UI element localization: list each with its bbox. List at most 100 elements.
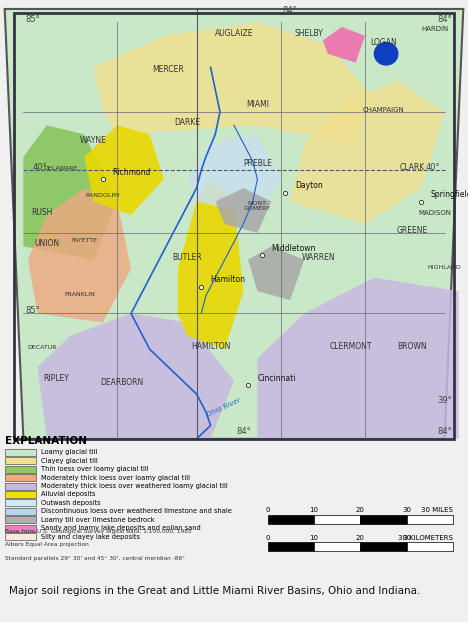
Text: 30: 30	[402, 507, 411, 513]
Text: BROWN: BROWN	[397, 342, 427, 351]
Text: 40°: 40°	[425, 163, 440, 172]
Text: RIPLEY: RIPLEY	[43, 374, 69, 383]
Text: AUGLAIZE: AUGLAIZE	[215, 29, 253, 38]
Text: Moderately thick loess over loamy glacial till: Moderately thick loess over loamy glacia…	[41, 475, 190, 481]
Text: WAYNE: WAYNE	[80, 136, 107, 146]
Text: EXPLANATION: EXPLANATION	[5, 436, 87, 446]
Text: Clayey glacial till: Clayey glacial till	[41, 458, 98, 463]
Polygon shape	[23, 126, 117, 260]
Text: Major soil regions in the Great and Little Miami River Basins, Ohio and Indiana.: Major soil regions in the Great and Litt…	[9, 586, 421, 596]
Bar	[314, 542, 360, 551]
Text: 0: 0	[265, 507, 270, 513]
Text: MERCER: MERCER	[153, 65, 184, 73]
Text: 20: 20	[356, 507, 365, 513]
Bar	[407, 515, 453, 524]
Text: DEARBORN: DEARBORN	[100, 378, 143, 387]
FancyBboxPatch shape	[5, 448, 36, 455]
FancyBboxPatch shape	[5, 474, 36, 481]
Text: GREENE: GREENE	[396, 226, 427, 235]
Text: MONT-
GOMERY: MONT- GOMERY	[244, 201, 271, 211]
Text: Thin loess over loamy glacial till: Thin loess over loamy glacial till	[41, 466, 149, 472]
FancyBboxPatch shape	[5, 508, 36, 515]
Text: Discontinuous loess over weathered limestone and shale: Discontinuous loess over weathered limes…	[41, 508, 232, 514]
Text: Albers Equal Area projection: Albers Equal Area projection	[5, 542, 89, 547]
Polygon shape	[248, 246, 304, 300]
Text: Outwash deposits: Outwash deposits	[41, 500, 101, 506]
Text: CLERMONT: CLERMONT	[330, 342, 372, 351]
Text: Sandy and loamy lake deposits and eolian sand: Sandy and loamy lake deposits and eolian…	[41, 526, 201, 531]
Text: BUTLER: BUTLER	[172, 253, 202, 262]
Text: Ohio River: Ohio River	[206, 397, 241, 417]
Text: 30 KILOMETERS: 30 KILOMETERS	[398, 534, 453, 541]
Text: WARREN: WARREN	[301, 253, 335, 262]
Text: Moderately thick loess over weathered loamy glacial till: Moderately thick loess over weathered lo…	[41, 483, 228, 489]
Polygon shape	[28, 188, 131, 322]
Text: Cincinnati: Cincinnati	[257, 374, 296, 383]
Text: 84°: 84°	[437, 16, 452, 24]
Polygon shape	[94, 22, 374, 143]
Text: FAYETTE: FAYETTE	[71, 238, 97, 243]
Text: HARDIN: HARDIN	[422, 26, 449, 32]
Text: PREBLE: PREBLE	[243, 159, 272, 168]
Text: 40°: 40°	[33, 163, 47, 172]
Circle shape	[374, 42, 398, 65]
Text: RUSH: RUSH	[31, 208, 53, 217]
Polygon shape	[37, 313, 234, 439]
Polygon shape	[178, 179, 243, 350]
Polygon shape	[84, 126, 164, 215]
Text: LOGAN: LOGAN	[370, 38, 397, 47]
Text: DECATUR: DECATUR	[27, 345, 57, 350]
Text: DARKE: DARKE	[174, 118, 200, 128]
Text: 85°: 85°	[25, 16, 40, 24]
Text: RANDOLPH: RANDOLPH	[86, 193, 120, 198]
Text: 85°: 85°	[25, 307, 40, 315]
Text: Middletown: Middletown	[271, 244, 316, 253]
Text: 39°: 39°	[437, 396, 452, 405]
Bar	[407, 542, 453, 551]
Text: 30 MILES: 30 MILES	[421, 507, 453, 513]
Polygon shape	[215, 188, 271, 233]
Text: Standard parallels 29° 30' and 45° 30', central meridian -86°: Standard parallels 29° 30' and 45° 30', …	[5, 555, 185, 560]
Text: HIGHLAND: HIGHLAND	[428, 265, 461, 270]
Bar	[268, 542, 314, 551]
FancyBboxPatch shape	[5, 483, 36, 490]
Bar	[314, 515, 360, 524]
FancyBboxPatch shape	[5, 457, 36, 464]
Text: FRANKLIN: FRANKLIN	[64, 292, 95, 297]
Text: 20: 20	[356, 534, 365, 541]
Text: Dayton: Dayton	[295, 181, 322, 190]
Text: SHELBY: SHELBY	[294, 29, 323, 38]
Text: 10: 10	[309, 507, 319, 513]
Text: Loamy glacial till: Loamy glacial till	[41, 449, 97, 455]
FancyBboxPatch shape	[5, 465, 36, 473]
Text: HAMILTON: HAMILTON	[191, 342, 230, 351]
Polygon shape	[257, 277, 459, 439]
Text: 10: 10	[309, 534, 319, 541]
Text: CHAMPAIGN: CHAMPAIGN	[363, 107, 405, 113]
FancyBboxPatch shape	[5, 534, 36, 541]
Polygon shape	[187, 134, 281, 215]
Text: Base from U.S. Geological Survey digital data, 1:100,000, 1985: Base from U.S. Geological Survey digital…	[5, 529, 192, 534]
FancyBboxPatch shape	[5, 525, 36, 532]
Text: 84°: 84°	[236, 427, 251, 437]
FancyBboxPatch shape	[5, 491, 36, 498]
Text: Loamy till over limestone bedrock: Loamy till over limestone bedrock	[41, 517, 155, 523]
Text: 84°: 84°	[283, 6, 298, 16]
Text: 84°: 84°	[437, 427, 452, 437]
Text: DELAWARE: DELAWARE	[44, 166, 78, 171]
Bar	[360, 542, 407, 551]
Bar	[360, 515, 407, 524]
Polygon shape	[5, 9, 463, 439]
Text: 0: 0	[265, 534, 270, 541]
Polygon shape	[323, 27, 365, 63]
Text: 30: 30	[402, 534, 411, 541]
Text: Richmond: Richmond	[112, 168, 151, 177]
Text: Silty and clayey lake deposits: Silty and clayey lake deposits	[41, 534, 140, 540]
Text: Hamilton: Hamilton	[211, 275, 246, 284]
Text: CLARK: CLARK	[399, 163, 424, 172]
FancyBboxPatch shape	[5, 516, 36, 524]
Bar	[268, 515, 314, 524]
Text: Alluvial deposits: Alluvial deposits	[41, 491, 95, 498]
FancyBboxPatch shape	[5, 499, 36, 506]
Text: MIAMI: MIAMI	[246, 101, 269, 109]
